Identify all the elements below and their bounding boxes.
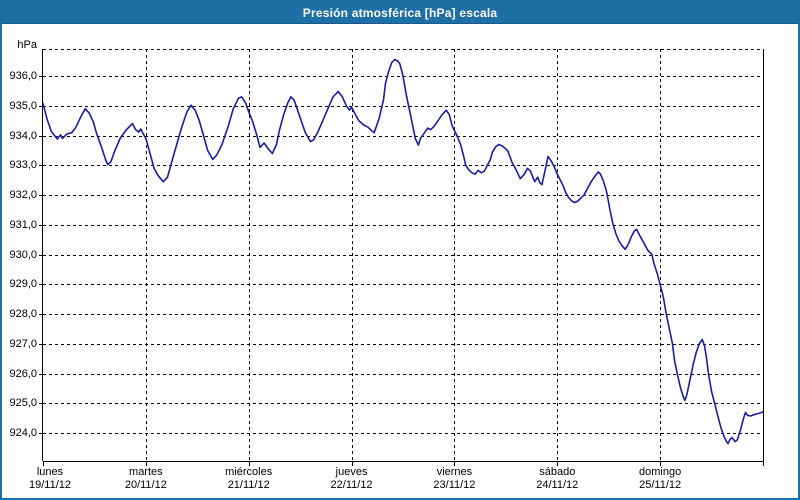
x-day-label: miércoles 21/11/12: [204, 466, 294, 492]
y-tick-label: 935,0: [9, 99, 37, 112]
day-name: viernes: [436, 466, 473, 478]
y-axis-unit-label: hPa: [17, 39, 37, 51]
y-tick-label: 936,0: [9, 69, 37, 82]
chart-title: Presión atmosférica [hPa] escala: [302, 5, 498, 20]
day-date: 22/11/12: [330, 479, 373, 491]
day-date: 20/11/12: [124, 479, 167, 491]
y-tick-label: 928,0: [9, 307, 37, 320]
y-tick-label: 927,0: [9, 337, 37, 350]
x-day-label: jueves 22/11/12: [307, 466, 397, 492]
day-date: 21/11/12: [227, 479, 270, 491]
x-day-label: sábado 24/11/12: [512, 466, 602, 492]
day-name: domingo: [639, 466, 682, 478]
y-tick-label: 929,0: [9, 277, 37, 290]
day-date: 23/11/12: [433, 479, 476, 491]
y-tick-label: 934,0: [9, 129, 37, 142]
day-name: miércoles: [225, 466, 273, 478]
day-name: jueves: [335, 466, 368, 478]
day-date: 19/11/12: [28, 479, 71, 491]
pressure-line: [42, 58, 764, 445]
y-tick-label: 931,0: [9, 218, 37, 231]
x-day-label: lunes 19/11/12: [5, 466, 95, 492]
y-tick-label: 924,0: [9, 426, 37, 439]
x-day-label: viernes 23/11/12: [409, 466, 499, 492]
day-date: 25/11/12: [639, 479, 682, 491]
y-tick-label: 925,0: [9, 396, 37, 409]
day-name: lunes: [36, 466, 64, 478]
y-tick-label: 926,0: [9, 367, 37, 380]
y-tick-label: 930,0: [9, 248, 37, 261]
day-name: martes: [129, 466, 163, 478]
y-tick-label: 932,0: [9, 188, 37, 201]
x-day-label: domingo 25/11/12: [615, 466, 705, 492]
title-bar: Presión atmosférica [hPa] escala: [2, 2, 798, 24]
y-tick-label: 933,0: [9, 158, 37, 171]
x-day-label: martes 20/11/12: [101, 466, 191, 492]
day-date: 24/11/12: [536, 479, 579, 491]
day-name: sábado: [539, 466, 576, 478]
